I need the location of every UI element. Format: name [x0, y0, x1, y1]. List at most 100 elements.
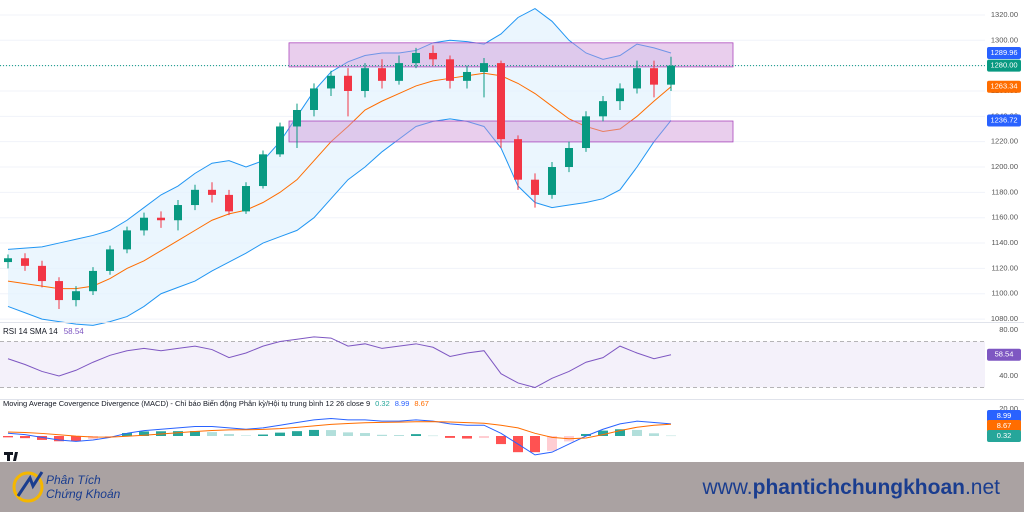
url-part: .net: [965, 476, 1000, 499]
candle-body: [89, 270, 97, 292]
y-tick-label: 1220.00: [991, 137, 1018, 146]
histogram-bar: [71, 436, 81, 442]
candle-body: [497, 63, 505, 140]
candle-body: [633, 68, 641, 89]
macd-title-text: Moving Average Covergence Divergence (MA…: [3, 399, 370, 408]
histogram-bar: [581, 433, 591, 436]
histogram-bar: [207, 432, 217, 436]
macd-legend-value: 0.32: [375, 399, 390, 408]
histogram-bar: [462, 436, 472, 439]
footer-band: [0, 462, 1024, 512]
candle-body: [21, 258, 29, 266]
bollinger-band: [7, 118, 672, 326]
candle-body: [38, 265, 46, 282]
candle-body: [259, 154, 267, 187]
histogram-bar: [547, 436, 557, 451]
histogram-bar: [309, 429, 319, 436]
y-tick-label: 40.00: [999, 371, 1018, 380]
signal-line: [7, 421, 672, 440]
price-tag: [987, 410, 1021, 422]
url-part: www.: [701, 476, 752, 499]
histogram-bar: [428, 435, 438, 437]
logo-ring: [12, 471, 44, 503]
candle-body: [293, 109, 301, 127]
candle-body: [208, 189, 216, 195]
histogram-bar: [598, 430, 608, 436]
logo-arrow: [16, 471, 44, 497]
tv-logo: [4, 452, 18, 461]
histogram-bar: [37, 436, 47, 440]
candle-body: [276, 126, 284, 155]
y-tick-label: 80.00: [999, 325, 1018, 334]
candle-body: [446, 59, 454, 81]
price-tag-label: 1289.96: [990, 48, 1017, 57]
y-tick-label: 1100.00: [991, 289, 1018, 298]
candle-body: [225, 194, 233, 212]
y-tick-label: 1300.00: [991, 35, 1018, 44]
price-tag-label: 8.99: [997, 411, 1012, 420]
histogram-bar: [173, 431, 183, 436]
y-tick-label: 1180.00: [991, 187, 1018, 196]
histogram-bar: [292, 431, 302, 436]
y-tick-label: 1120.00: [991, 263, 1018, 272]
price-tag: [987, 47, 1021, 60]
candle-body: [531, 179, 539, 195]
histogram-bar: [343, 432, 353, 436]
histogram-bar: [360, 433, 370, 436]
candle-body: [548, 167, 556, 195]
candle-body: [4, 258, 12, 263]
price-tag: [987, 348, 1021, 361]
histogram-bar: [479, 436, 489, 439]
price-zone: [288, 120, 734, 143]
candle-body: [55, 281, 63, 301]
website-url: www.phantichchungkhoan.net: [701, 476, 1000, 499]
candle-body: [412, 52, 420, 64]
y-tick-label: 1140.00: [991, 238, 1018, 247]
candle-body: [361, 68, 369, 91]
rsi-title: RSI 14 SMA 14 58.54: [3, 327, 84, 336]
candle-body: [310, 88, 318, 110]
price-tag-label: 1236.72: [990, 115, 1017, 124]
histogram-bar: [54, 436, 64, 442]
histogram-bar: [122, 433, 132, 436]
candle-body: [123, 230, 131, 250]
price-tag: [987, 430, 1021, 442]
histogram-bar: [88, 436, 98, 440]
candle-body: [72, 291, 80, 301]
histogram-bar: [224, 433, 234, 436]
histogram-bar: [326, 430, 336, 436]
price-tag-label: 0.32: [997, 431, 1012, 440]
rsi-title-text: RSI 14 SMA 14: [3, 327, 58, 336]
brand-line: Phân Tích: [46, 473, 101, 487]
candle-body: [157, 217, 165, 221]
price-tag-label: 1263.34: [990, 82, 1017, 91]
candle-body: [242, 186, 250, 212]
candle-body: [463, 71, 471, 81]
plot-area: 1080.00 1100.00 1120.00 1140.00 1160.00 1180.…: [0, 8, 1021, 456]
histogram-bar: [496, 436, 506, 445]
histogram-bar: [377, 434, 387, 436]
candle-body: [429, 52, 437, 60]
brand-line: Chứng Khoán: [46, 487, 121, 501]
histogram-bar: [649, 433, 659, 436]
footer: Phân Tích Chứng Khoán www.phantichchungk…: [0, 452, 1024, 512]
price-tag-label: 8.67: [997, 421, 1012, 430]
macd-line: [7, 417, 672, 456]
rsi-value: 58.54: [64, 327, 85, 336]
band-fill: [8, 8, 671, 326]
macd-legend-value: 8.99: [395, 399, 410, 408]
price-tag: [987, 114, 1021, 127]
candle-body: [395, 63, 403, 81]
price-tag: [987, 420, 1021, 432]
y-tick-label: 1200.00: [991, 162, 1018, 171]
macd-title: Moving Average Covergence Divergence (MA…: [3, 399, 429, 408]
candle-body: [480, 63, 488, 72]
histogram-bar: [3, 436, 13, 438]
histogram-bar: [615, 429, 625, 436]
url-part: phantichchungkhoan: [753, 476, 965, 499]
y-tick-label: 1160.00: [991, 213, 1018, 222]
candle-body: [667, 65, 675, 85]
moving-average: [7, 72, 672, 290]
histogram-bar: [20, 436, 30, 439]
macd-legend-value: 8.67: [414, 399, 429, 408]
